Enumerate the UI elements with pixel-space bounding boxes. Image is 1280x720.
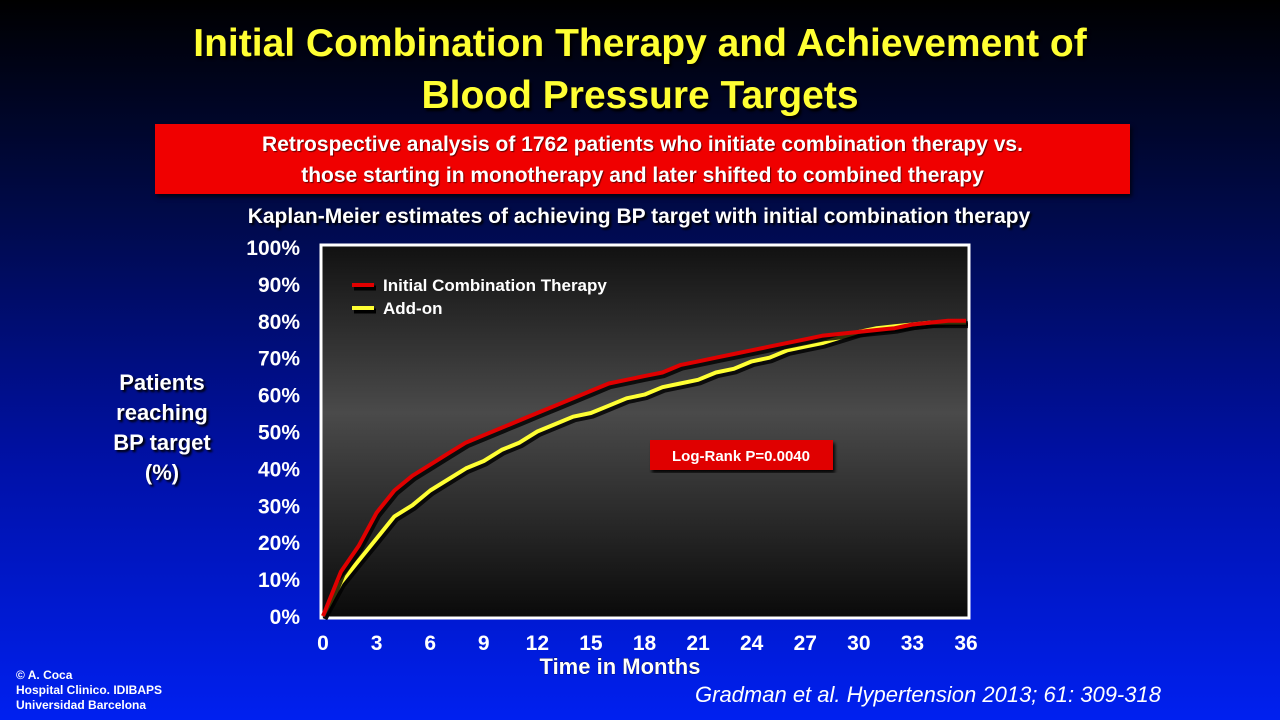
series-line-shadow: [322, 321, 968, 620]
x-tick-label: 15: [579, 632, 603, 655]
series-line-initial-combination: [321, 318, 966, 617]
x-tick-label: 30: [847, 632, 870, 655]
x-tick-label: 0: [317, 632, 329, 655]
y-tick-label: 40%: [258, 458, 300, 481]
x-axis-label: Time in Months: [540, 654, 701, 679]
credit-line-2: Hospital Clinico. IDIBAPS: [16, 683, 163, 697]
banner-line-1: Retrospective analysis of 1762 patients …: [262, 133, 1023, 156]
y-tick-label: 70%: [258, 348, 300, 371]
y-tick-label: 50%: [258, 422, 300, 445]
x-tick-label: 21: [686, 632, 710, 655]
y-tick-label: 80%: [258, 311, 300, 334]
y-tick-label: 100%: [246, 237, 300, 260]
y-axis-label: Patients reaching BP target (%): [92, 368, 232, 488]
logrank-box: [650, 440, 833, 470]
logrank-annotation: Log-Rank P=0.0040: [650, 440, 833, 470]
citation: Gradman et al. Hypertension 2013; 61: 30…: [695, 682, 1161, 707]
y-tick-label: 60%: [258, 385, 300, 408]
banner-line-2: those starting in monotherapy and later …: [301, 164, 984, 187]
legend: Initial Combination Therapy Add-on: [352, 276, 607, 318]
y-tick-label: 90%: [258, 274, 300, 297]
y-tick-group: 0% 10% 20% 30% 40% 50% 60% 70% 80% 90% 100%: [246, 237, 300, 629]
slide-title-line-1: Initial Combination Therapy and Achievem…: [193, 22, 1087, 65]
x-tick-label: 27: [794, 632, 817, 655]
y-axis-label-line-1: Patients: [119, 370, 205, 395]
y-axis-label-line-4: (%): [144, 460, 180, 485]
y-tick-label: 0%: [270, 606, 301, 629]
legend-label: Initial Combination Therapy: [383, 276, 607, 295]
x-tick-label: 6: [424, 632, 436, 655]
x-tick-label: 33: [901, 632, 924, 655]
x-tick-group: 0 3 6 9 12 15 18 21 24 27 30 33 36: [317, 632, 978, 655]
y-tick-label: 20%: [258, 532, 300, 555]
author-credit: © A. Coca Hospital Clinico. IDIBAPS Univ…: [16, 668, 162, 713]
series-group: [321, 318, 968, 621]
legend-label: Add-on: [383, 299, 442, 318]
slide-title-line-2: Blood Pressure Targets: [421, 74, 859, 117]
x-tick-label: 12: [526, 632, 549, 655]
y-axis-label-line-3: BP target: [113, 430, 211, 455]
logrank-text: Log-Rank P=0.0040: [672, 448, 810, 465]
credit-line-1: © A. Coca: [16, 668, 73, 682]
slide-title: Initial Combination Therapy and Achievem…: [0, 18, 1280, 122]
x-tick-label: 9: [478, 632, 490, 655]
y-tick-label: 30%: [258, 495, 300, 518]
x-tick-label: 3: [371, 632, 383, 655]
study-description-banner: Retrospective analysis of 1762 patients …: [155, 124, 1130, 194]
credit-line-3: Universidad Barcelona: [16, 698, 147, 712]
y-tick-label: 10%: [258, 569, 300, 592]
plot-area: [319, 243, 971, 620]
x-tick-label: 18: [633, 632, 657, 655]
x-tick-label: 36: [954, 632, 977, 655]
y-axis-label-line-2: reaching: [116, 400, 208, 425]
x-tick-label: 24: [740, 632, 764, 655]
chart-caption: Kaplan-Meier estimates of achieving BP t…: [247, 205, 1031, 228]
